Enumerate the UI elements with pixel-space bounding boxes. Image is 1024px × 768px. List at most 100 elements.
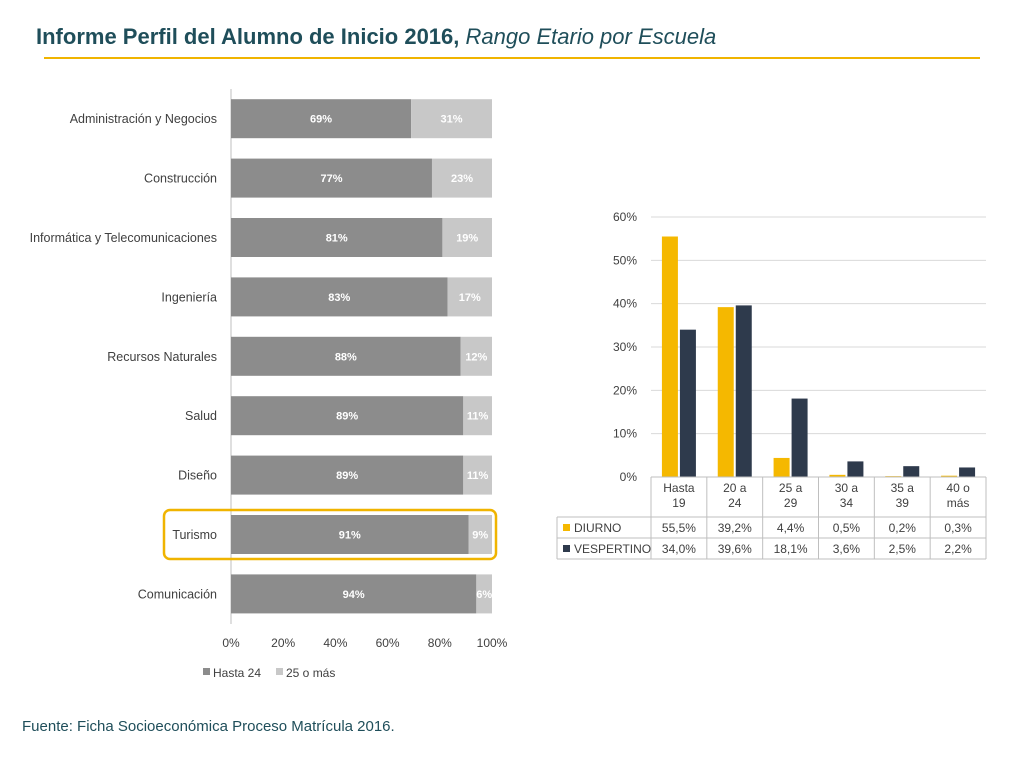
- chart1-x-tick-label: 100%: [477, 636, 508, 650]
- chart1-bar-25-o-mas: [447, 277, 492, 317]
- chart2-bar-diurno: [661, 236, 678, 477]
- chart1-bar-hasta-24: [231, 515, 469, 554]
- chart1-category-label: Administración y Negocios: [70, 112, 217, 126]
- chart2-category-label-line: 25 a: [779, 481, 803, 495]
- chart2-table-value: 39,6%: [718, 542, 752, 556]
- chart1-category-label: Comunicación: [138, 587, 217, 601]
- chart2-table-value: 4,4%: [777, 521, 805, 535]
- chart1-data-label: 19%: [456, 233, 478, 245]
- chart2-table-value: 39,2%: [718, 521, 752, 535]
- chart2-y-tick-label: 10%: [613, 427, 637, 441]
- chart1-data-label: 31%: [441, 114, 463, 126]
- chart1-data-label: 11%: [467, 411, 489, 423]
- chart2-y-tick-label: 50%: [613, 253, 637, 267]
- chart1-bar-25-o-mas: [463, 396, 492, 436]
- chart1-data-label: 91%: [339, 530, 361, 542]
- chart2-bar-vespertino: [735, 305, 752, 477]
- chart2-category-label-line: 34: [840, 496, 854, 510]
- chart1-data-label: 6%: [476, 589, 492, 601]
- chart1-category-label: Salud: [185, 409, 217, 423]
- chart2-table-value: 2,2%: [944, 542, 972, 556]
- chart1-category-label: Informática y Telecomunicaciones: [30, 231, 217, 245]
- chart2-table-value: 0,5%: [833, 521, 861, 535]
- chart2-y-tick-label: 20%: [613, 383, 637, 397]
- chart2-table-value: 34,0%: [662, 542, 696, 556]
- chart2-category-label: 30 a 34: [835, 481, 859, 510]
- chart2-category-label: 35 a 39: [891, 481, 915, 510]
- chart1-data-label: 83%: [328, 292, 350, 304]
- chart1-bar-hasta-24: [231, 99, 412, 139]
- page-title: Informe Perfil del Alumno de Inicio 2016…: [36, 24, 716, 50]
- chart1-bar-hasta-24: [231, 336, 461, 376]
- chart2-category-label-line: 29: [784, 496, 798, 510]
- chart1-data-label: 94%: [343, 589, 365, 601]
- chart1-data-label: 12%: [465, 351, 487, 363]
- chart1-bar-hasta-24: [231, 574, 477, 614]
- chart1-data-label: 89%: [336, 411, 358, 423]
- title-subtitle: Rango Etario por Escuela: [465, 24, 717, 49]
- chart2-table-value: 55,5%: [662, 521, 696, 535]
- chart2-category-label-line: Hasta: [663, 481, 695, 495]
- chart2-category-label: 25 a 29: [779, 481, 803, 510]
- chart1-category-label: Turismo: [172, 528, 217, 542]
- chart1-bar-25-o-mas: [468, 515, 492, 554]
- chart1-x-tick-label: 40%: [323, 636, 347, 650]
- chart1-bar-hasta-24: [231, 277, 448, 317]
- chart2-y-tick-label: 30%: [613, 340, 637, 354]
- chart1-bar-hasta-24: [231, 396, 464, 436]
- chart2-category-label-line: 40 o: [946, 481, 970, 495]
- chart2-bar-diurno: [773, 457, 790, 477]
- chart2-legend-swatch: [563, 524, 570, 531]
- chart1-x-tick-label: 20%: [271, 636, 295, 650]
- chart1-bar-hasta-24: [231, 455, 464, 495]
- chart2-table-value: 0,3%: [944, 521, 972, 535]
- chart1-bar-25-o-mas: [460, 336, 492, 376]
- chart1-data-label: 77%: [320, 173, 342, 185]
- chart1-bar-25-o-mas: [442, 218, 492, 257]
- chart2-y-tick-label: 60%: [613, 210, 637, 224]
- chart1-category-label: Ingeniería: [161, 290, 217, 304]
- chart2-table-value: 18,1%: [774, 542, 808, 556]
- chart1-bar-25-o-mas: [463, 455, 492, 495]
- chart2-category-label-line: 20 a: [723, 481, 747, 495]
- chart2-category-label-line: 24: [728, 496, 742, 510]
- chart1-bar-hasta-24: [231, 218, 443, 257]
- chart1-x-tick-label: 0%: [222, 636, 240, 650]
- chart2-legend-swatch: [563, 545, 570, 552]
- chart1-data-label: 88%: [335, 351, 357, 363]
- chart2-y-tick-label: 0%: [620, 470, 638, 484]
- chart2-category-label-line: 35 a: [891, 481, 915, 495]
- chart2-legend-label: VESPERTINO: [574, 542, 651, 556]
- chart2-bar-diurno: [941, 475, 958, 477]
- chart1-data-label: 11%: [467, 470, 489, 482]
- chart1-data-label: 23%: [451, 173, 473, 185]
- chart1-data-label: 17%: [459, 292, 481, 304]
- chart2-table-value: 3,6%: [833, 542, 861, 556]
- chart2-bar-vespertino: [679, 329, 696, 477]
- chart2-category-label-line: 30 a: [835, 481, 859, 495]
- chart1-bar-25-o-mas: [476, 574, 492, 614]
- chart1-category-label: Construcción: [144, 172, 217, 186]
- chart1-data-label: 81%: [326, 233, 348, 245]
- chart1-data-label: 69%: [310, 114, 332, 126]
- chart1-bar-hasta-24: [231, 158, 432, 198]
- chart2-bar-vespertino: [959, 467, 976, 477]
- chart1-legend-label: Hasta 24: [213, 666, 261, 680]
- chart1-bar-25-o-mas: [431, 158, 492, 198]
- source-note: Fuente: Ficha Socioeconómica Proceso Mat…: [22, 718, 395, 735]
- chart2-bar-vespertino: [791, 398, 808, 477]
- chart1-x-tick-label: 60%: [376, 636, 400, 650]
- chart1-x-tick-label: 80%: [428, 636, 452, 650]
- chart2-category-label-line: más: [947, 496, 970, 510]
- chart1-highlight-box: [162, 508, 498, 561]
- chart1-bar-25-o-mas: [411, 99, 492, 139]
- chart2-legend-label: DIURNO: [574, 521, 621, 535]
- chart2-bar-vespertino: [903, 466, 920, 477]
- chart2-category-label-line: 39: [896, 496, 910, 510]
- chart2-category-label: Hasta 19: [663, 481, 695, 510]
- title-main: Informe Perfil del Alumno de Inicio 2016…: [36, 24, 460, 49]
- chart1-data-label: 9%: [472, 530, 488, 542]
- chart2-bar-vespertino: [847, 461, 864, 477]
- chart2-category-label: 20 a 24: [723, 481, 747, 510]
